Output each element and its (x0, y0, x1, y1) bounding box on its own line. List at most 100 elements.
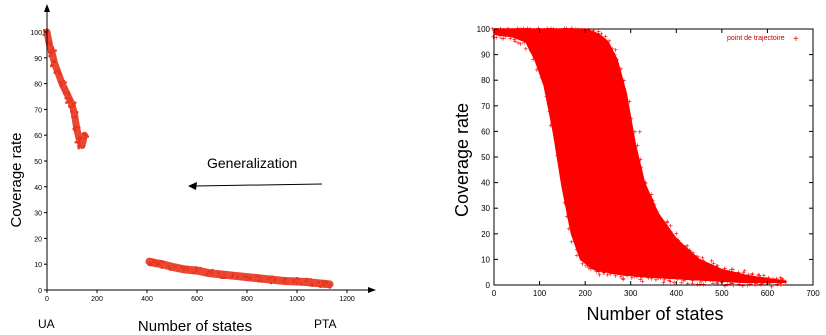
right-data-point: + (779, 281, 784, 290)
left-data-point (67, 100, 70, 103)
right-x-axis-label: Number of states (586, 304, 723, 324)
left-data-point (50, 64, 53, 68)
right-data-point: + (722, 264, 727, 273)
right-data-point: + (573, 25, 578, 34)
right-data-point: + (756, 270, 761, 279)
left-data-point (42, 29, 46, 32)
right-data-point: + (591, 26, 596, 35)
right-data-point: + (731, 281, 736, 290)
left-data-point (80, 137, 83, 140)
left-data-point (49, 43, 52, 46)
left-data-point (309, 278, 312, 281)
right-data-point: + (498, 24, 503, 33)
right-data-point: + (643, 178, 648, 187)
right-data-point: + (565, 212, 570, 221)
left-data-point (68, 105, 71, 108)
left-data-point (154, 261, 157, 264)
right-outlier-point: + (622, 76, 627, 85)
left-data-point (325, 282, 328, 285)
left-data-point (321, 280, 324, 283)
right-data-point: + (601, 269, 606, 278)
right-data-point: + (633, 127, 638, 136)
left-data-point (183, 266, 186, 269)
left-data-point (269, 282, 272, 285)
left-data-point (65, 101, 68, 104)
right-data-point: + (588, 265, 593, 274)
left-data-point (58, 73, 61, 76)
right-data-point: + (513, 37, 518, 46)
left-ua-label: UA (38, 317, 55, 331)
right-data-point: + (596, 267, 601, 276)
left-data-point (66, 91, 69, 94)
right-data-point: + (582, 26, 587, 35)
right-data-point: + (619, 273, 624, 282)
left-data-point (305, 277, 308, 280)
left-x-tick-label: 1000 (289, 296, 305, 303)
right-y-tick-label: 0 (486, 281, 491, 290)
right-data-point: + (603, 32, 608, 41)
left-data-point (246, 276, 249, 279)
right-data-point: + (761, 271, 766, 280)
left-data-point (78, 126, 81, 129)
right-plot-area: ++++++++++++++++++++++++++++++++++++++++… (490, 24, 788, 291)
left-data-point (73, 127, 76, 130)
left-data-point (157, 262, 160, 265)
right-data-point: + (511, 26, 516, 35)
left-data-point (199, 266, 202, 270)
left-data-point (60, 82, 63, 85)
right-data-point: + (687, 246, 692, 255)
right-data-point: + (635, 141, 640, 150)
left-data-point (217, 271, 220, 274)
right-data-point: + (675, 274, 680, 283)
right-data-point: + (654, 275, 659, 284)
left-data-point (73, 125, 76, 128)
right-x-tick-label: 400 (670, 289, 684, 298)
right-data-point: + (559, 26, 564, 35)
left-data-point (259, 276, 262, 279)
right-y-axis-label: Coverage rate (452, 103, 472, 217)
right-data-point: + (529, 47, 534, 56)
right-data-point: + (742, 266, 747, 275)
right-y-tick-label: 90 (481, 51, 490, 60)
right-data-point: + (709, 256, 714, 265)
right-data-point: + (544, 26, 549, 35)
left-data-point (156, 263, 159, 266)
generalization-arrow (188, 182, 323, 190)
left-data-point (78, 138, 81, 141)
right-data-point: + (528, 25, 533, 34)
left-data-point (273, 279, 276, 282)
right-data-point: + (767, 278, 772, 287)
generalization-arrow-shaft (194, 183, 323, 187)
right-data-point: + (745, 281, 750, 290)
right-data-point: + (534, 66, 539, 75)
right-data-point: + (780, 275, 785, 284)
left-data-point (48, 42, 51, 45)
right-y-tick-label: 40 (481, 179, 490, 188)
left-data-point (52, 50, 55, 53)
left-data-point (76, 125, 79, 129)
right-data-point: + (501, 34, 506, 43)
left-y-tick-label: 20 (34, 236, 42, 243)
left-data-point (186, 266, 189, 269)
left-data-point (72, 128, 75, 131)
right-data-point: + (575, 25, 580, 34)
right-data-point: + (622, 84, 627, 93)
right-data-point: + (629, 115, 634, 124)
left-data-point (149, 262, 152, 266)
right-data-point: + (512, 35, 517, 44)
right-x-tick-label: 600 (761, 289, 775, 298)
left-data-point (211, 268, 214, 272)
left-data-point (65, 87, 68, 90)
right-y-tick-label: 10 (481, 255, 490, 264)
left-data-point (77, 136, 80, 139)
right-data-point: + (613, 271, 618, 280)
left-data-point (258, 279, 261, 283)
left-data-point (235, 276, 238, 279)
left-data-point (48, 51, 51, 54)
right-data-point: + (570, 25, 575, 34)
right-data-point: + (523, 45, 528, 54)
left-data-point (77, 145, 80, 148)
right-data-point: + (717, 266, 722, 275)
right-outlier-point: + (683, 243, 688, 252)
right-data-point: + (711, 259, 716, 268)
